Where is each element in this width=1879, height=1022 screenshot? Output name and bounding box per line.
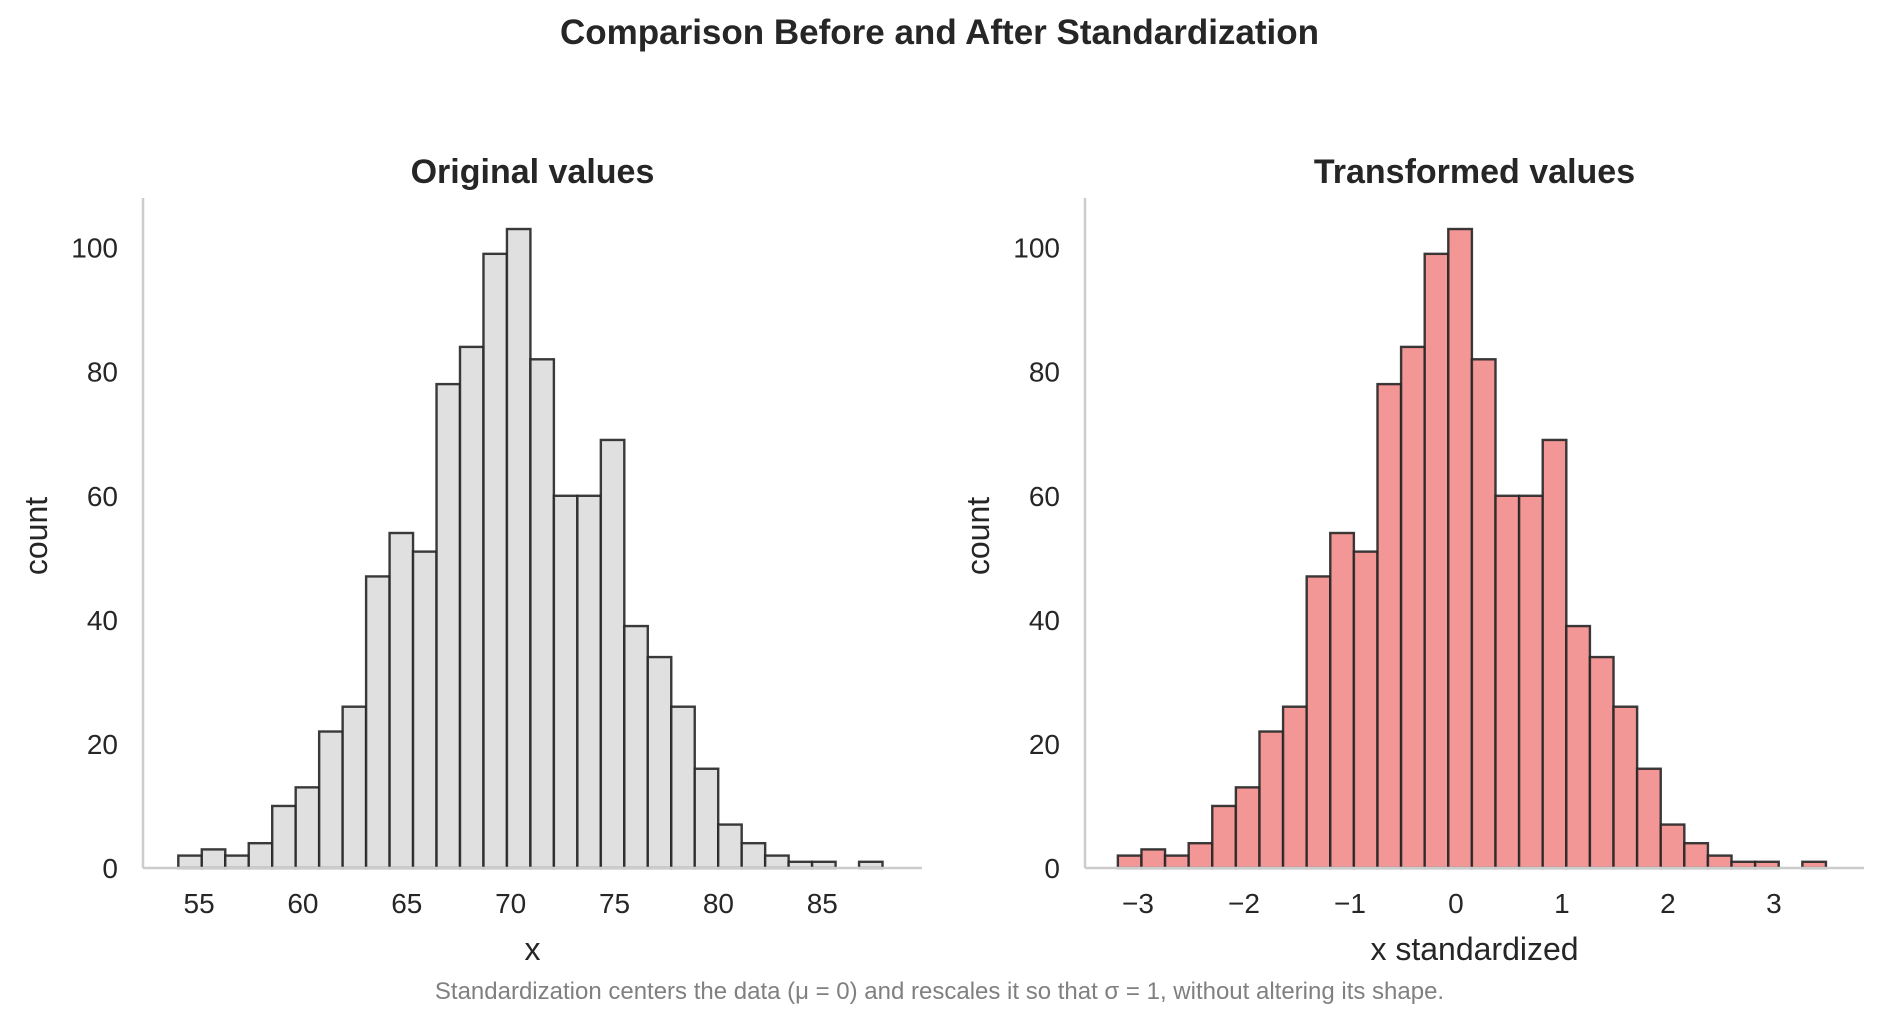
- x-tick-label: 3: [1766, 888, 1782, 919]
- histogram-bar: [1423, 252, 1450, 870]
- histogram-bar: [1163, 854, 1190, 870]
- histogram-bar: [1376, 382, 1403, 870]
- panel-title: Original values: [411, 153, 655, 191]
- histogram-bar: [1352, 550, 1379, 870]
- histogram-bar: [1683, 841, 1710, 870]
- x-tick-label: 85: [807, 888, 838, 919]
- y-axis-label: count: [960, 497, 996, 575]
- histogram-bar: [364, 575, 391, 870]
- histogram-bar: [1706, 854, 1733, 870]
- histogram-bar: [200, 848, 227, 870]
- histogram-bar: [224, 854, 250, 870]
- x-tick-label: −3: [1122, 888, 1154, 919]
- histogram-bar: [529, 358, 556, 870]
- histogram-bar: [1447, 227, 1474, 870]
- histogram-bar: [1258, 730, 1285, 870]
- x-tick-label: 2: [1660, 888, 1676, 919]
- histogram-bar: [411, 550, 438, 870]
- histogram-bar: [1281, 705, 1308, 870]
- x-tick-label: −2: [1228, 888, 1260, 919]
- histogram-bar: [1612, 705, 1639, 870]
- y-tick-label: 40: [1029, 605, 1060, 636]
- y-tick-label: 60: [87, 481, 118, 512]
- histogram-bar: [1517, 494, 1544, 870]
- histogram-bars-original: [177, 227, 884, 870]
- y-tick-label: 0: [1044, 853, 1060, 884]
- y-axis-label: count: [18, 497, 54, 575]
- histogram-bar: [505, 227, 532, 870]
- histogram-bar: [1635, 767, 1662, 870]
- x-tick-label: 60: [287, 888, 318, 919]
- x-tick-label: −1: [1334, 888, 1366, 919]
- histogram-bar: [1541, 438, 1568, 870]
- histogram-bar: [1659, 823, 1686, 870]
- histogram-bar: [1211, 804, 1238, 870]
- histogram-bar: [317, 730, 344, 870]
- histogram-bar: [388, 531, 415, 870]
- histogram-bar: [482, 252, 509, 870]
- figure-suptitle: Comparison Before and After Standardizat…: [560, 13, 1319, 52]
- y-tick-label: 0: [102, 853, 118, 884]
- histogram-bar: [1494, 494, 1521, 870]
- x-axis-label: x standardized: [1370, 931, 1578, 967]
- histogram-bar: [435, 382, 462, 870]
- y-tick-label: 40: [87, 605, 118, 636]
- figure-caption: Standardization centers the data (μ = 0)…: [435, 978, 1444, 1005]
- histogram-bar: [341, 705, 368, 870]
- histogram-bar: [1329, 531, 1356, 870]
- histogram-bar: [552, 494, 579, 870]
- x-tick-label: 65: [391, 888, 422, 919]
- panel-title: Transformed values: [1314, 153, 1635, 191]
- histogram-bar: [458, 345, 485, 870]
- histogram-bar: [576, 494, 603, 870]
- y-tick-label: 20: [87, 729, 118, 760]
- x-axis-label: x: [525, 931, 541, 967]
- y-tick-label: 60: [1029, 481, 1060, 512]
- x-tick-label: 0: [1448, 888, 1464, 919]
- histogram-bar: [1140, 848, 1167, 870]
- y-tick-label: 100: [71, 233, 118, 264]
- histogram-bar: [1470, 358, 1497, 870]
- histogram-bar: [670, 705, 696, 870]
- histogram-bar: [1234, 786, 1261, 870]
- histogram-bar: [247, 841, 274, 870]
- x-tick-label: 75: [599, 888, 630, 919]
- panel-transformed: 0 20 40 60 80 100 −3 −2 −1 0 1 2 3 Transformed values…: [960, 153, 1864, 967]
- x-tick-label: 1: [1554, 888, 1570, 919]
- histogram-bar: [623, 624, 649, 870]
- histogram-bar: [1565, 624, 1592, 870]
- histogram-bar: [1588, 655, 1615, 870]
- histogram-bar: [177, 854, 203, 870]
- x-tick-label: 55: [184, 888, 215, 919]
- histogram-bar: [717, 823, 743, 870]
- x-tick-label: 70: [495, 888, 526, 919]
- histogram-bar: [1399, 345, 1426, 870]
- x-tick-label: 80: [703, 888, 734, 919]
- histogram-bar: [740, 841, 767, 870]
- histogram-bar: [1305, 575, 1332, 870]
- y-tick-label: 80: [87, 357, 118, 388]
- histogram-bar: [693, 767, 720, 870]
- y-tick-label: 20: [1029, 729, 1060, 760]
- histogram-bar: [294, 786, 321, 870]
- histogram-bar: [763, 854, 790, 870]
- y-tick-label: 100: [1013, 233, 1060, 264]
- histogram-bar: [599, 438, 626, 870]
- y-tick-label: 80: [1029, 357, 1060, 388]
- panel-original: 0 20 40 60 80 100 55 60 65 70 75 80 85 Original value…: [18, 153, 922, 967]
- histogram-bar: [1116, 854, 1143, 870]
- histogram-bar: [1187, 841, 1214, 870]
- histogram-bar: [271, 804, 297, 870]
- histogram-bars-transformed: [1116, 227, 1828, 870]
- histogram-bar: [646, 655, 673, 870]
